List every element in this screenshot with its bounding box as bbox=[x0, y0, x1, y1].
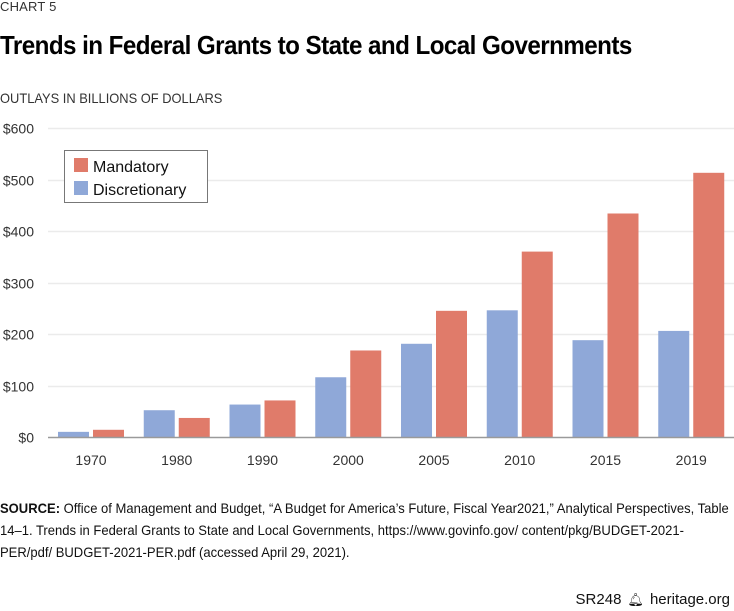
y-tick-label: $500 bbox=[3, 173, 34, 189]
bar-mandatory-1990 bbox=[264, 400, 296, 437]
x-tick-label: 2010 bbox=[504, 452, 535, 468]
bar-discretionary-2010 bbox=[486, 310, 518, 437]
source-label: SOURCE: bbox=[0, 500, 61, 516]
legend-label-mandatory: Mandatory bbox=[93, 159, 169, 176]
bar-mandatory-2000 bbox=[350, 350, 382, 437]
liberty-bell-icon: 🔔︎ bbox=[627, 592, 644, 607]
bar-discretionary-2019 bbox=[658, 330, 690, 437]
y-tick-label: $200 bbox=[3, 327, 34, 343]
bar-mandatory-2005 bbox=[436, 310, 467, 437]
legend-swatch-mandatory bbox=[74, 158, 88, 172]
bar-mandatory-2015 bbox=[607, 213, 639, 437]
bar-discretionary-2015 bbox=[572, 340, 604, 437]
footer: SR248 🔔︎ heritage.org bbox=[576, 591, 730, 608]
x-tick-label: 1970 bbox=[75, 452, 106, 468]
bar-discretionary-2000 bbox=[315, 377, 347, 437]
chart-title: Trends in Federal Grants to State and Lo… bbox=[0, 30, 632, 60]
x-axis-ticks: 1970 1980 1990 2000 2005 2010 2015 2019 bbox=[75, 452, 707, 468]
x-tick-label: 2019 bbox=[676, 452, 707, 468]
bar-discretionary-1970 bbox=[58, 431, 89, 437]
legend-swatch-discretionary bbox=[74, 181, 88, 195]
x-tick-label: 2005 bbox=[418, 452, 449, 468]
y-tick-label: $400 bbox=[3, 224, 34, 240]
units-label: OUTLAYS IN BILLIONS OF DOLLARS bbox=[0, 90, 223, 106]
source-note: SOURCE: Office of Management and Budget,… bbox=[0, 497, 734, 563]
legend-label-discretionary: Discretionary bbox=[93, 182, 186, 199]
bar-discretionary-1980 bbox=[143, 410, 175, 437]
bar-mandatory-1970 bbox=[93, 429, 124, 437]
legend: Mandatory Discretionary bbox=[64, 150, 208, 203]
x-tick-label: 1980 bbox=[161, 452, 192, 468]
x-tick-label: 2015 bbox=[590, 452, 621, 468]
bar-discretionary-1990 bbox=[229, 404, 261, 437]
bar-discretionary-2005 bbox=[401, 343, 432, 437]
y-tick-label: $0 bbox=[18, 430, 34, 446]
y-tick-label: $300 bbox=[3, 276, 34, 292]
bar-mandatory-1980 bbox=[178, 417, 210, 437]
y-tick-label: $600 bbox=[3, 121, 34, 137]
bar-chart: $0 $100 $200 $300 $400 $500 $600 1970 1980 1990 2… bbox=[3, 121, 734, 468]
legend-box bbox=[64, 150, 208, 203]
site-link[interactable]: heritage.org bbox=[649, 591, 730, 608]
report-id: SR248 bbox=[575, 591, 622, 608]
x-tick-label: 2000 bbox=[333, 452, 364, 468]
x-tick-label: 1990 bbox=[247, 452, 278, 468]
bar-mandatory-2019 bbox=[693, 172, 725, 437]
bar-mandatory-2010 bbox=[521, 251, 553, 437]
bars bbox=[58, 172, 725, 437]
chart-kicker: CHART 5 bbox=[0, 0, 57, 14]
y-axis-ticks: $0 $100 $200 $300 $400 $500 $600 bbox=[3, 121, 34, 446]
source-text: Office of Management and Budget, “A Budg… bbox=[0, 500, 729, 560]
y-tick-label: $100 bbox=[3, 379, 34, 395]
